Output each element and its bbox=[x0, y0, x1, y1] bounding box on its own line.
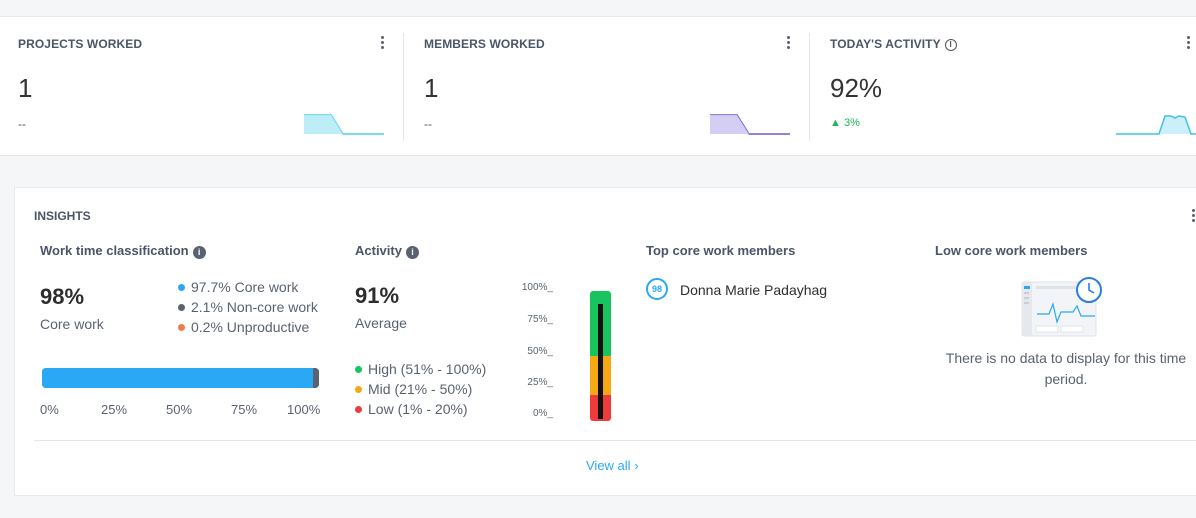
legend-dot bbox=[355, 386, 362, 393]
insights-title: INSIGHTS bbox=[34, 209, 91, 223]
non-core-work-segment bbox=[313, 368, 319, 388]
stat-value: 1 bbox=[18, 73, 33, 103]
info-icon[interactable]: i bbox=[405, 246, 419, 259]
legend-item-unproductive: 0.2% Unproductive bbox=[178, 317, 318, 337]
divider bbox=[403, 33, 404, 141]
axis-tick: 0% bbox=[40, 402, 59, 417]
core-work-segment bbox=[42, 368, 313, 388]
legend-item-mid: Mid (21% - 50%) bbox=[355, 379, 486, 399]
gauge-level-indicator bbox=[598, 304, 603, 419]
axis-tick: 50% bbox=[166, 402, 193, 417]
stat-title: TODAY'S ACTIVITY i bbox=[830, 37, 957, 51]
legend-item-low: Low (1% - 20%) bbox=[355, 399, 486, 419]
legend-dot bbox=[178, 284, 185, 291]
divider bbox=[34, 440, 1196, 441]
core-work-percent: 98% bbox=[40, 284, 85, 309]
legend-dot bbox=[178, 304, 185, 311]
legend-dot bbox=[355, 406, 362, 413]
activity-legend: High (51% - 100%) Mid (21% - 50%) Low (1… bbox=[355, 359, 486, 419]
info-icon[interactable]: i bbox=[192, 246, 206, 259]
stat-title-text: TODAY'S ACTIVITY bbox=[830, 37, 941, 51]
gauge-tick: 75%_ bbox=[527, 314, 553, 325]
stat-change: ▲ 3% bbox=[830, 117, 860, 129]
legend-text: High (51% - 100%) bbox=[368, 361, 487, 377]
activity-title-text: Activity bbox=[355, 243, 402, 258]
activity-label: Average bbox=[355, 315, 407, 331]
legend-text: Mid (21% - 50%) bbox=[368, 381, 473, 397]
more-options-icon[interactable] bbox=[378, 35, 386, 51]
member-score-badge: 98 bbox=[646, 278, 668, 300]
info-icon[interactable]: i bbox=[944, 39, 957, 51]
activity-gauge bbox=[590, 291, 611, 421]
gauge-tick: 50%_ bbox=[527, 346, 553, 357]
legend-item-core-work: 97.7% Core work bbox=[178, 277, 318, 297]
work-time-bar bbox=[42, 368, 319, 388]
legend-text: 97.7% Core work bbox=[191, 279, 299, 295]
stat-change: -- bbox=[18, 117, 26, 131]
legend-item-non-core-work: 2.1% Non-core work bbox=[178, 297, 318, 317]
activity-title: Activity i bbox=[355, 243, 419, 259]
work-time-title-text: Work time classification bbox=[40, 243, 189, 258]
legend-text: 0.2% Unproductive bbox=[191, 319, 310, 335]
stat-card-todays-activity: TODAY'S ACTIVITY i 92% ▲ 3% bbox=[812, 17, 1196, 157]
more-options-icon[interactable] bbox=[784, 35, 792, 51]
stat-title: PROJECTS WORKED bbox=[18, 37, 143, 51]
view-all-text: View all bbox=[586, 458, 631, 473]
legend-item-high: High (51% - 100%) bbox=[355, 359, 486, 379]
gauge-tick: 0%_ bbox=[532, 408, 553, 419]
gauge-tick: 25%_ bbox=[527, 377, 553, 388]
view-all-link[interactable]: View all › bbox=[586, 458, 639, 473]
axis-tick: 75% bbox=[231, 402, 258, 417]
axis-tick: 25% bbox=[101, 402, 128, 417]
stat-change: -- bbox=[424, 117, 432, 131]
sparkline-chart bbox=[304, 114, 384, 135]
up-arrow-icon: ▲ bbox=[830, 117, 841, 129]
stat-change-value: 3% bbox=[843, 117, 860, 129]
more-options-icon[interactable] bbox=[1189, 208, 1196, 224]
stats-row: PROJECTS WORKED 1 -- MEMBERS WORKED 1 --… bbox=[0, 16, 1196, 156]
member-name[interactable]: Donna Marie Padayhag bbox=[680, 282, 828, 298]
chevron-right-icon: › bbox=[634, 458, 639, 473]
more-options-icon[interactable] bbox=[1184, 35, 1192, 51]
divider bbox=[809, 33, 810, 141]
stat-value: 92% bbox=[830, 73, 883, 103]
stat-card-projects-worked: PROJECTS WORKED 1 -- bbox=[0, 17, 403, 157]
insights-card: INSIGHTS Work time classification i 98% C… bbox=[14, 187, 1196, 496]
empty-state-text: There is no data to display for this tim… bbox=[945, 350, 1187, 387]
legend-dot bbox=[355, 366, 362, 373]
sparkline-chart bbox=[710, 114, 790, 135]
top-members-title: Top core work members bbox=[646, 243, 796, 258]
axis-tick: 100% bbox=[287, 402, 321, 417]
stat-title: MEMBERS WORKED bbox=[424, 37, 545, 51]
sparkline-chart bbox=[1116, 115, 1196, 135]
legend-text: Low (1% - 20%) bbox=[368, 401, 468, 417]
legend-dot bbox=[178, 324, 185, 331]
work-time-title: Work time classification i bbox=[40, 243, 206, 259]
top-strip bbox=[0, 0, 1196, 16]
low-members-title: Low core work members bbox=[935, 243, 1088, 258]
activity-percent: 91% bbox=[355, 283, 400, 308]
stat-value: 1 bbox=[424, 73, 439, 103]
legend-text: 2.1% Non-core work bbox=[191, 299, 318, 315]
gauge-tick: 100%_ bbox=[521, 282, 553, 293]
stat-card-members-worked: MEMBERS WORKED 1 -- bbox=[406, 17, 809, 157]
core-work-label: Core work bbox=[40, 316, 104, 332]
work-time-legend: 97.7% Core work 2.1% Non-core work 0.2% … bbox=[178, 277, 318, 337]
no-data-illustration bbox=[1021, 277, 1102, 337]
